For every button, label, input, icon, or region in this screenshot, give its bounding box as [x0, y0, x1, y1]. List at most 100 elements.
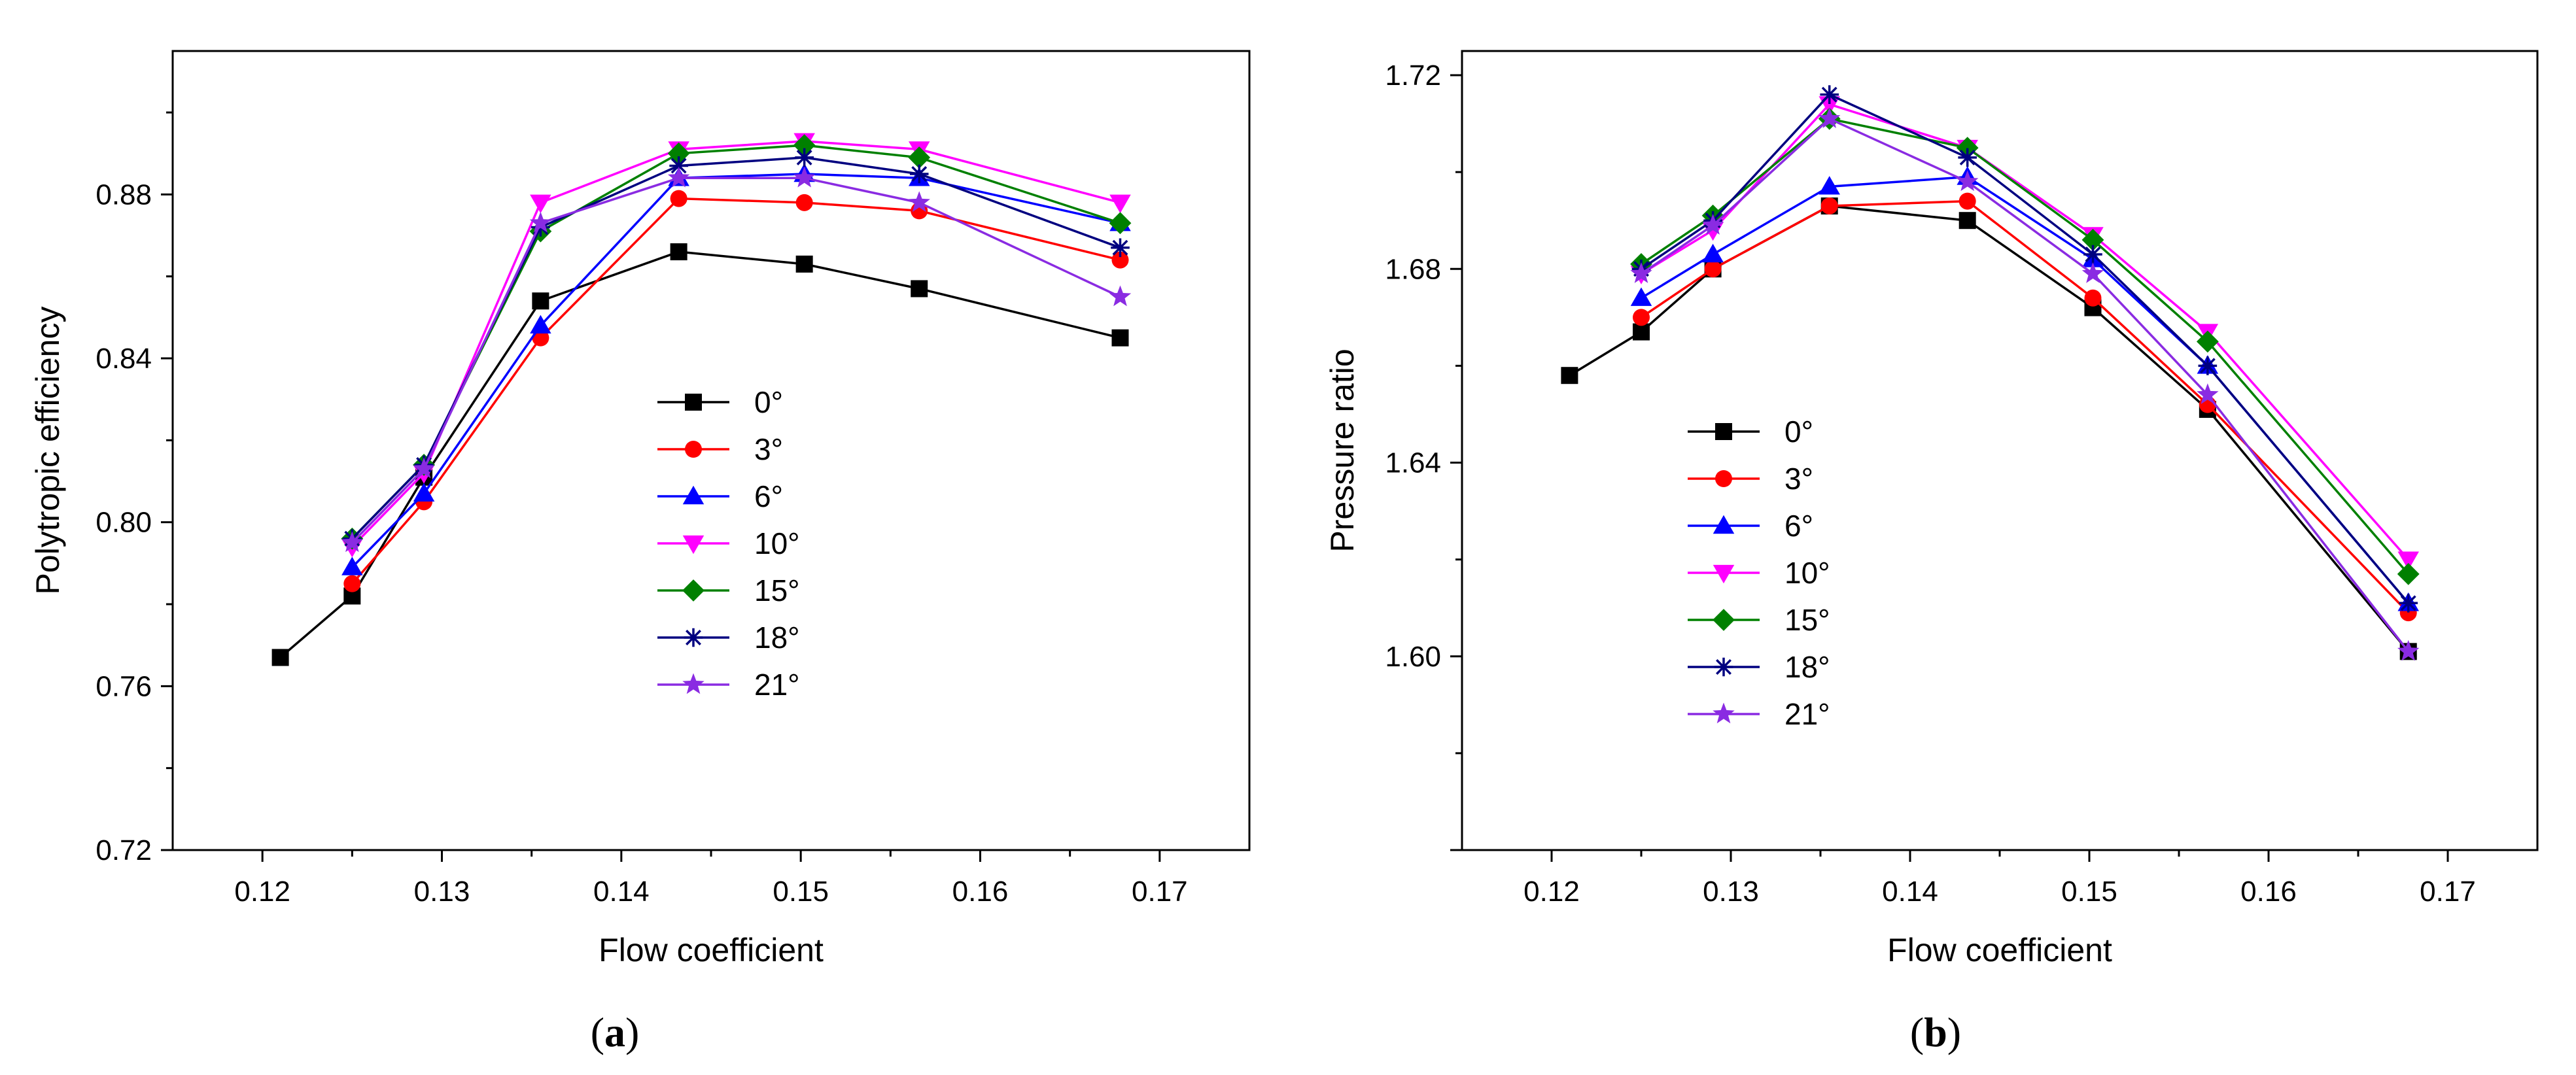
series-21° — [341, 166, 1132, 553]
series-6° — [1630, 166, 2419, 611]
data-point — [1109, 212, 1132, 235]
data-point — [1630, 287, 1652, 306]
y-tick-label: 1.72 — [1385, 60, 1441, 92]
series-line — [351, 156, 1121, 539]
series-line — [1569, 205, 2410, 653]
series-line — [1641, 175, 2410, 604]
y-tick-label: 1.64 — [1385, 447, 1441, 479]
caption-close-paren: ) — [625, 1009, 639, 1055]
data-point — [2397, 551, 2419, 570]
y-axis-title: Polytropic efficiency — [29, 307, 66, 595]
legend-marker — [685, 441, 702, 458]
legend-label: 10° — [1784, 556, 1830, 590]
legend-label: 3° — [1784, 462, 1813, 496]
panel-caption: (b) — [1910, 1009, 1961, 1055]
x-tick-label: 0.14 — [593, 876, 650, 908]
data-point — [1819, 107, 1841, 128]
chart-b-svg: 0.12 0.13 0.14 0.15 0.16 0.17 1.60 1.64 1.68 1.72… — [1324, 50, 2539, 1055]
legend-label: 15° — [1784, 603, 1830, 637]
data-point — [795, 148, 814, 167]
legend-marker — [1715, 470, 1732, 487]
legend-marker — [1713, 515, 1735, 534]
data-point — [271, 649, 289, 666]
legend-label: 18° — [754, 621, 800, 655]
legend-label: 15° — [754, 573, 800, 607]
data-point — [1956, 170, 1979, 192]
data-point — [341, 556, 363, 575]
data-point — [1820, 85, 1839, 104]
data-point — [909, 164, 929, 184]
legend-label: 10° — [754, 526, 800, 560]
data-point — [341, 531, 364, 553]
legend-marker — [684, 628, 703, 647]
data-point — [2196, 330, 2219, 353]
x-tick-label: 0.12 — [1523, 876, 1580, 908]
data-point — [1704, 260, 1722, 278]
y-axis-title: Pressure ratio — [1324, 349, 1361, 552]
legend-label: 6° — [754, 479, 783, 513]
data-point — [670, 190, 688, 207]
x-tick-label: 0.16 — [2240, 876, 2297, 908]
legend-marker — [682, 535, 705, 555]
data-point — [2081, 262, 2104, 283]
data-point — [413, 457, 435, 479]
x-axis-title: Flow coefficient — [1887, 932, 2112, 968]
data-point — [670, 243, 688, 261]
legend-marker — [682, 673, 705, 694]
x-tick-label: 0.13 — [414, 876, 470, 908]
data-point — [1111, 329, 1129, 347]
series-line — [1641, 117, 2410, 653]
legend: 0° 3° 6° 10° 15° 18° 21° — [1688, 415, 1830, 731]
series-15° — [341, 134, 1132, 550]
data-point — [667, 142, 690, 165]
legend-label: 0° — [754, 385, 783, 419]
data-point — [1702, 243, 1724, 263]
caption-open-paren: ( — [1910, 1009, 1924, 1055]
chart-a-svg: 0.12 0.13 0.14 0.15 0.16 0.17 0.72 0.76 0.80 0.84… — [29, 50, 1251, 1055]
data-point — [667, 166, 690, 188]
data-point — [1701, 214, 1724, 235]
legend-marker — [1713, 609, 1735, 631]
series-21° — [1630, 107, 2420, 661]
data-point — [1111, 238, 1130, 258]
series-6° — [341, 163, 1131, 575]
data-point — [1633, 323, 1650, 341]
chart-panel-a: 0.12 0.13 0.14 0.15 0.16 0.17 0.72 0.76 0.80 0.84… — [29, 50, 1251, 1055]
data-point — [2197, 383, 2219, 405]
data-point — [1633, 309, 1650, 326]
data-point — [911, 280, 928, 298]
legend-marker — [1714, 657, 1733, 677]
legend-label: 21° — [754, 668, 800, 702]
series-3° — [1633, 192, 2417, 622]
x-axis-title: Flow coefficient — [599, 932, 824, 968]
data-point — [2397, 562, 2420, 585]
data-point — [413, 483, 435, 502]
legend-marker — [1713, 564, 1735, 584]
series-line — [279, 250, 1121, 658]
y-tick-label: 1.60 — [1385, 641, 1441, 673]
series-18° — [1631, 85, 2418, 613]
caption-letter: a — [604, 1009, 625, 1055]
data-point — [530, 315, 551, 334]
x-tick-label: 0.15 — [773, 876, 829, 908]
data-point — [2399, 593, 2418, 613]
series-10° — [341, 133, 1131, 558]
legend: 0° 3° 6° 10° 15° 18° 21° — [657, 385, 800, 702]
data-point — [529, 211, 552, 233]
y-tick-label: 0.76 — [96, 670, 152, 702]
series-line — [1641, 199, 2409, 614]
data-point — [532, 292, 549, 310]
x-tick-label: 0.15 — [2061, 876, 2117, 908]
series-line — [351, 140, 1121, 548]
chart-panel-b: 0.12 0.13 0.14 0.15 0.16 0.17 1.60 1.64 1.68 1.72… — [1288, 0, 2576, 1075]
caption-open-paren: ( — [591, 1009, 604, 1055]
x-tick-label: 0.16 — [952, 876, 1009, 908]
data-point — [908, 191, 930, 213]
y-tick-label: 0.88 — [96, 179, 152, 211]
data-point — [2081, 228, 2104, 251]
x-tick-label: 0.17 — [1132, 876, 1188, 908]
series-18° — [343, 148, 1130, 549]
legend-marker — [1715, 423, 1732, 440]
data-point — [2198, 356, 2218, 375]
data-point — [1109, 194, 1131, 214]
